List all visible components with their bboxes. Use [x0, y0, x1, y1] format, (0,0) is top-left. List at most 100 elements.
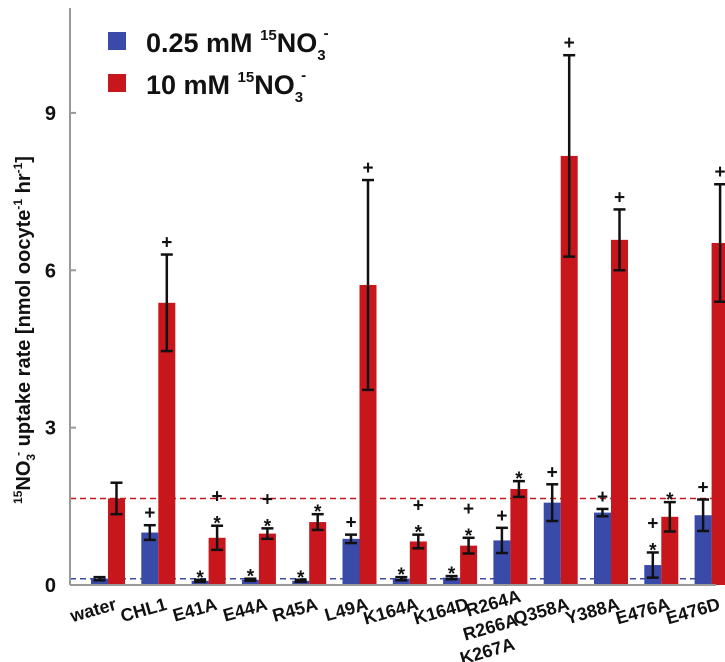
x-tick-label-11: E476A	[614, 594, 672, 628]
error-bar-0-2	[194, 578, 207, 584]
bar-0-3	[241, 579, 259, 585]
error-bar-0-12	[697, 498, 710, 533]
error-bar-1-5	[362, 178, 374, 392]
legend: 0.25 mM 15NO3- 10 mM 15NO3-	[108, 25, 329, 106]
y-tick-label-3: 9	[45, 103, 56, 125]
significance-mark-1-3-1: +	[262, 489, 273, 510]
legend-swatch-series-1	[108, 74, 126, 92]
significance-mark-0-6-0: *	[398, 565, 406, 586]
significance-mark-1-7-0: *	[465, 526, 473, 547]
error-bar-0-7	[445, 574, 458, 581]
bar-1-9	[560, 155, 578, 585]
y-axis-label: 15NO3- uptake rate [nmol oocyte-1 hr-1]	[11, 156, 38, 504]
significance-mark-1-8-0: *	[515, 469, 523, 490]
significance-mark-0-3-0: *	[247, 567, 255, 588]
bar-0-1	[141, 532, 159, 585]
y-tick-label-0: 0	[45, 575, 56, 597]
significance-mark-1-6-0: *	[415, 523, 423, 544]
bar-0-9	[543, 502, 561, 585]
error-bar-0-8	[495, 526, 508, 555]
significance-mark-1-3-0: *	[264, 516, 272, 537]
bar-1-7	[460, 545, 478, 585]
y-ticks: 0 3 6 9	[45, 103, 76, 597]
x-tick-label-10: Y388A	[563, 594, 621, 628]
bar-1-5	[359, 284, 377, 585]
error-bar-1-3	[261, 527, 274, 541]
bar-1-0	[108, 498, 125, 585]
significance-mark-0-8-0: +	[496, 506, 507, 527]
significance-mark-1-2-1: +	[212, 487, 223, 508]
error-bar-0-1	[143, 523, 156, 542]
bar-1-8	[510, 489, 528, 585]
x-tick-labels: water CHL1 E41A E44A R45A L49AK164AK164DR264A…	[67, 586, 722, 662]
significance-mark-1-4-0: *	[314, 502, 322, 523]
significance-mark-0-1-0: +	[144, 503, 155, 524]
significance-mark-0-7-0: *	[448, 564, 456, 585]
significance-mark-1-9-0: +	[564, 33, 575, 54]
bar-0-10	[594, 512, 611, 585]
error-bar-0-9	[546, 483, 559, 523]
bar-1-12	[711, 242, 725, 585]
bar-0-6	[392, 578, 410, 585]
error-bar-1-10	[613, 208, 626, 272]
bar-1-10	[611, 239, 628, 585]
significance-mark-1-10-0: +	[614, 187, 625, 208]
bar-0-0	[91, 578, 108, 585]
legend-swatch-series-0	[108, 32, 126, 50]
error-bar-1-1	[160, 253, 173, 353]
error-bar-0-10	[596, 507, 609, 518]
error-bar-1-9	[563, 53, 576, 258]
error-bars	[93, 53, 725, 584]
error-bar-1-2	[211, 524, 224, 552]
legend-label-series-1: 10 mM 15NO3-	[146, 67, 306, 106]
bar-0-7	[443, 577, 461, 585]
bar-0-5	[342, 538, 360, 585]
bar-1-1	[158, 302, 176, 585]
bar-1-11	[661, 516, 679, 585]
significance-mark-1-7-1: +	[463, 499, 474, 520]
significance-marks: + * * * + * * + + + * + + + * + * + * + * + * + * + + * +	[144, 33, 725, 589]
error-bar-1-8	[512, 479, 525, 499]
x-tick-label-12: E476D	[664, 594, 722, 628]
significance-mark-0-11-1: +	[647, 513, 658, 534]
bar-0-12	[694, 515, 712, 585]
error-bar-0-5	[345, 533, 357, 545]
significance-mark-1-1-0: +	[161, 233, 172, 254]
error-bar-0-6	[395, 575, 408, 582]
axes	[69, 8, 716, 586]
error-bar-0-4	[294, 578, 307, 584]
significance-mark-0-9-0: +	[547, 462, 558, 483]
significance-mark-1-2-0: *	[213, 514, 221, 535]
error-bar-1-12	[714, 182, 725, 303]
x-tick-label-0: water	[67, 594, 119, 626]
significance-mark-1-5-0: +	[362, 158, 373, 179]
significance-mark-0-5-0: +	[345, 513, 356, 534]
significance-mark-1-12-0: +	[715, 162, 725, 183]
error-bar-1-0	[110, 481, 123, 516]
error-bar-1-7	[462, 536, 475, 555]
x-tick-label-4: R45A	[270, 594, 320, 626]
significance-mark-0-12-0: +	[698, 477, 709, 498]
error-bar-0-0	[93, 575, 106, 582]
error-bar-0-3	[244, 577, 257, 583]
significance-mark-0-2-0: *	[196, 568, 204, 589]
bar-0-8	[493, 540, 511, 585]
error-bar-0-11	[646, 551, 659, 579]
bar-1-3	[258, 533, 276, 585]
bars	[91, 155, 725, 585]
legend-label-series-0: 0.25 mM 15NO3-	[146, 25, 329, 64]
x-tick-label-3: E44A	[221, 594, 270, 626]
error-bar-1-4	[311, 512, 324, 532]
x-tick-label-1: CHL1	[118, 594, 169, 626]
x-tick-label-2: E41A	[170, 594, 219, 626]
significance-mark-1-6-1: +	[413, 496, 424, 517]
significance-mark-0-4-0: *	[297, 568, 305, 589]
significance-mark-1-11-0: *	[666, 490, 674, 511]
error-bar-1-6	[412, 533, 425, 550]
x-tick-label-7: K164D	[411, 594, 470, 629]
significance-mark-0-10-0: +	[597, 487, 608, 508]
bar-1-4	[309, 522, 327, 585]
bar-1-6	[409, 541, 427, 585]
y-tick-label-1: 3	[45, 418, 56, 440]
y-tick-label-2: 6	[45, 260, 56, 282]
